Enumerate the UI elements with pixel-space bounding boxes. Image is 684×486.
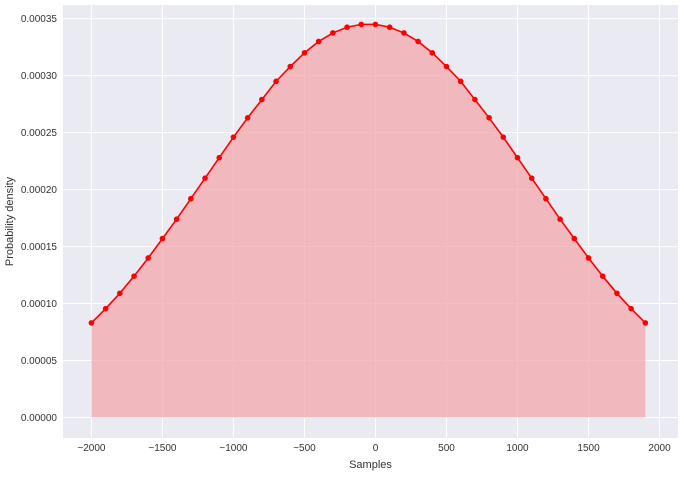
y-tick-label: 0.00020 (21, 185, 58, 196)
data-point (145, 255, 152, 261)
x-tick-label: −500 (293, 443, 316, 454)
data-point (131, 273, 137, 279)
data-point (202, 175, 208, 181)
data-point (287, 63, 294, 70)
data-point (216, 154, 223, 161)
data-point (273, 78, 279, 85)
data-point (159, 235, 166, 242)
x-tick-label: 500 (438, 443, 455, 454)
area-fill (91, 24, 646, 418)
data-point (500, 134, 507, 140)
data-point (386, 24, 393, 31)
data-point (102, 305, 109, 312)
data-point (344, 24, 350, 31)
data-point (443, 63, 450, 70)
data-point (628, 305, 634, 312)
x-tick-label: −1500 (148, 443, 177, 454)
data-point (230, 134, 237, 140)
data-point (117, 290, 123, 297)
data-point (571, 235, 578, 242)
x-tick-label: 0 (373, 443, 379, 454)
y-tick-labels: 0.00000 0.00005 0.00010 0.00015 0.00020 0.000… (21, 14, 58, 424)
series-line (90, 23, 646, 324)
data-point (244, 115, 251, 121)
area-fill-layer (91, 24, 646, 418)
data-point (301, 50, 308, 56)
data-point (557, 216, 563, 223)
data-point (486, 115, 492, 121)
y-tick-label: 0.00025 (21, 128, 58, 139)
x-axis-label: Samples (349, 459, 392, 471)
data-point (599, 273, 606, 279)
data-point (173, 216, 180, 223)
data-point (372, 21, 379, 28)
x-tick-label: 1500 (577, 443, 600, 454)
data-point (585, 255, 592, 261)
y-tick-label: 0.00005 (21, 356, 58, 367)
data-point (642, 320, 649, 326)
y-tick-label: 0.00000 (21, 413, 58, 424)
data-point (88, 320, 95, 326)
y-tick-label: 0.00030 (21, 71, 58, 82)
series-line-layer (90, 23, 646, 324)
x-tick-label: −2000 (77, 443, 106, 454)
data-point (315, 38, 322, 45)
x-tick-label: 2000 (648, 443, 671, 454)
x-tick-labels: −2000 −1500 −1000 −500 0 500 1000 1500 2000 (77, 443, 671, 454)
x-tick-label: 1000 (506, 443, 529, 454)
data-point (188, 195, 194, 202)
data-point (330, 30, 336, 36)
data-point (528, 175, 535, 181)
y-axis-label: Probability density (4, 176, 16, 266)
data-point (429, 50, 436, 56)
x-tick-label: −1000 (219, 443, 248, 454)
data-point (415, 38, 421, 45)
data-point (614, 290, 620, 297)
y-tick-label: 0.00010 (21, 299, 58, 310)
data-point (358, 21, 365, 28)
data-point (514, 154, 521, 161)
y-tick-label: 0.00015 (21, 242, 58, 253)
data-point (543, 195, 549, 202)
data-point (472, 96, 478, 103)
data-point (401, 30, 407, 36)
data-points-layer (88, 21, 649, 326)
data-point (259, 96, 265, 103)
y-tick-label: 0.00035 (21, 14, 58, 25)
data-point (457, 78, 464, 85)
